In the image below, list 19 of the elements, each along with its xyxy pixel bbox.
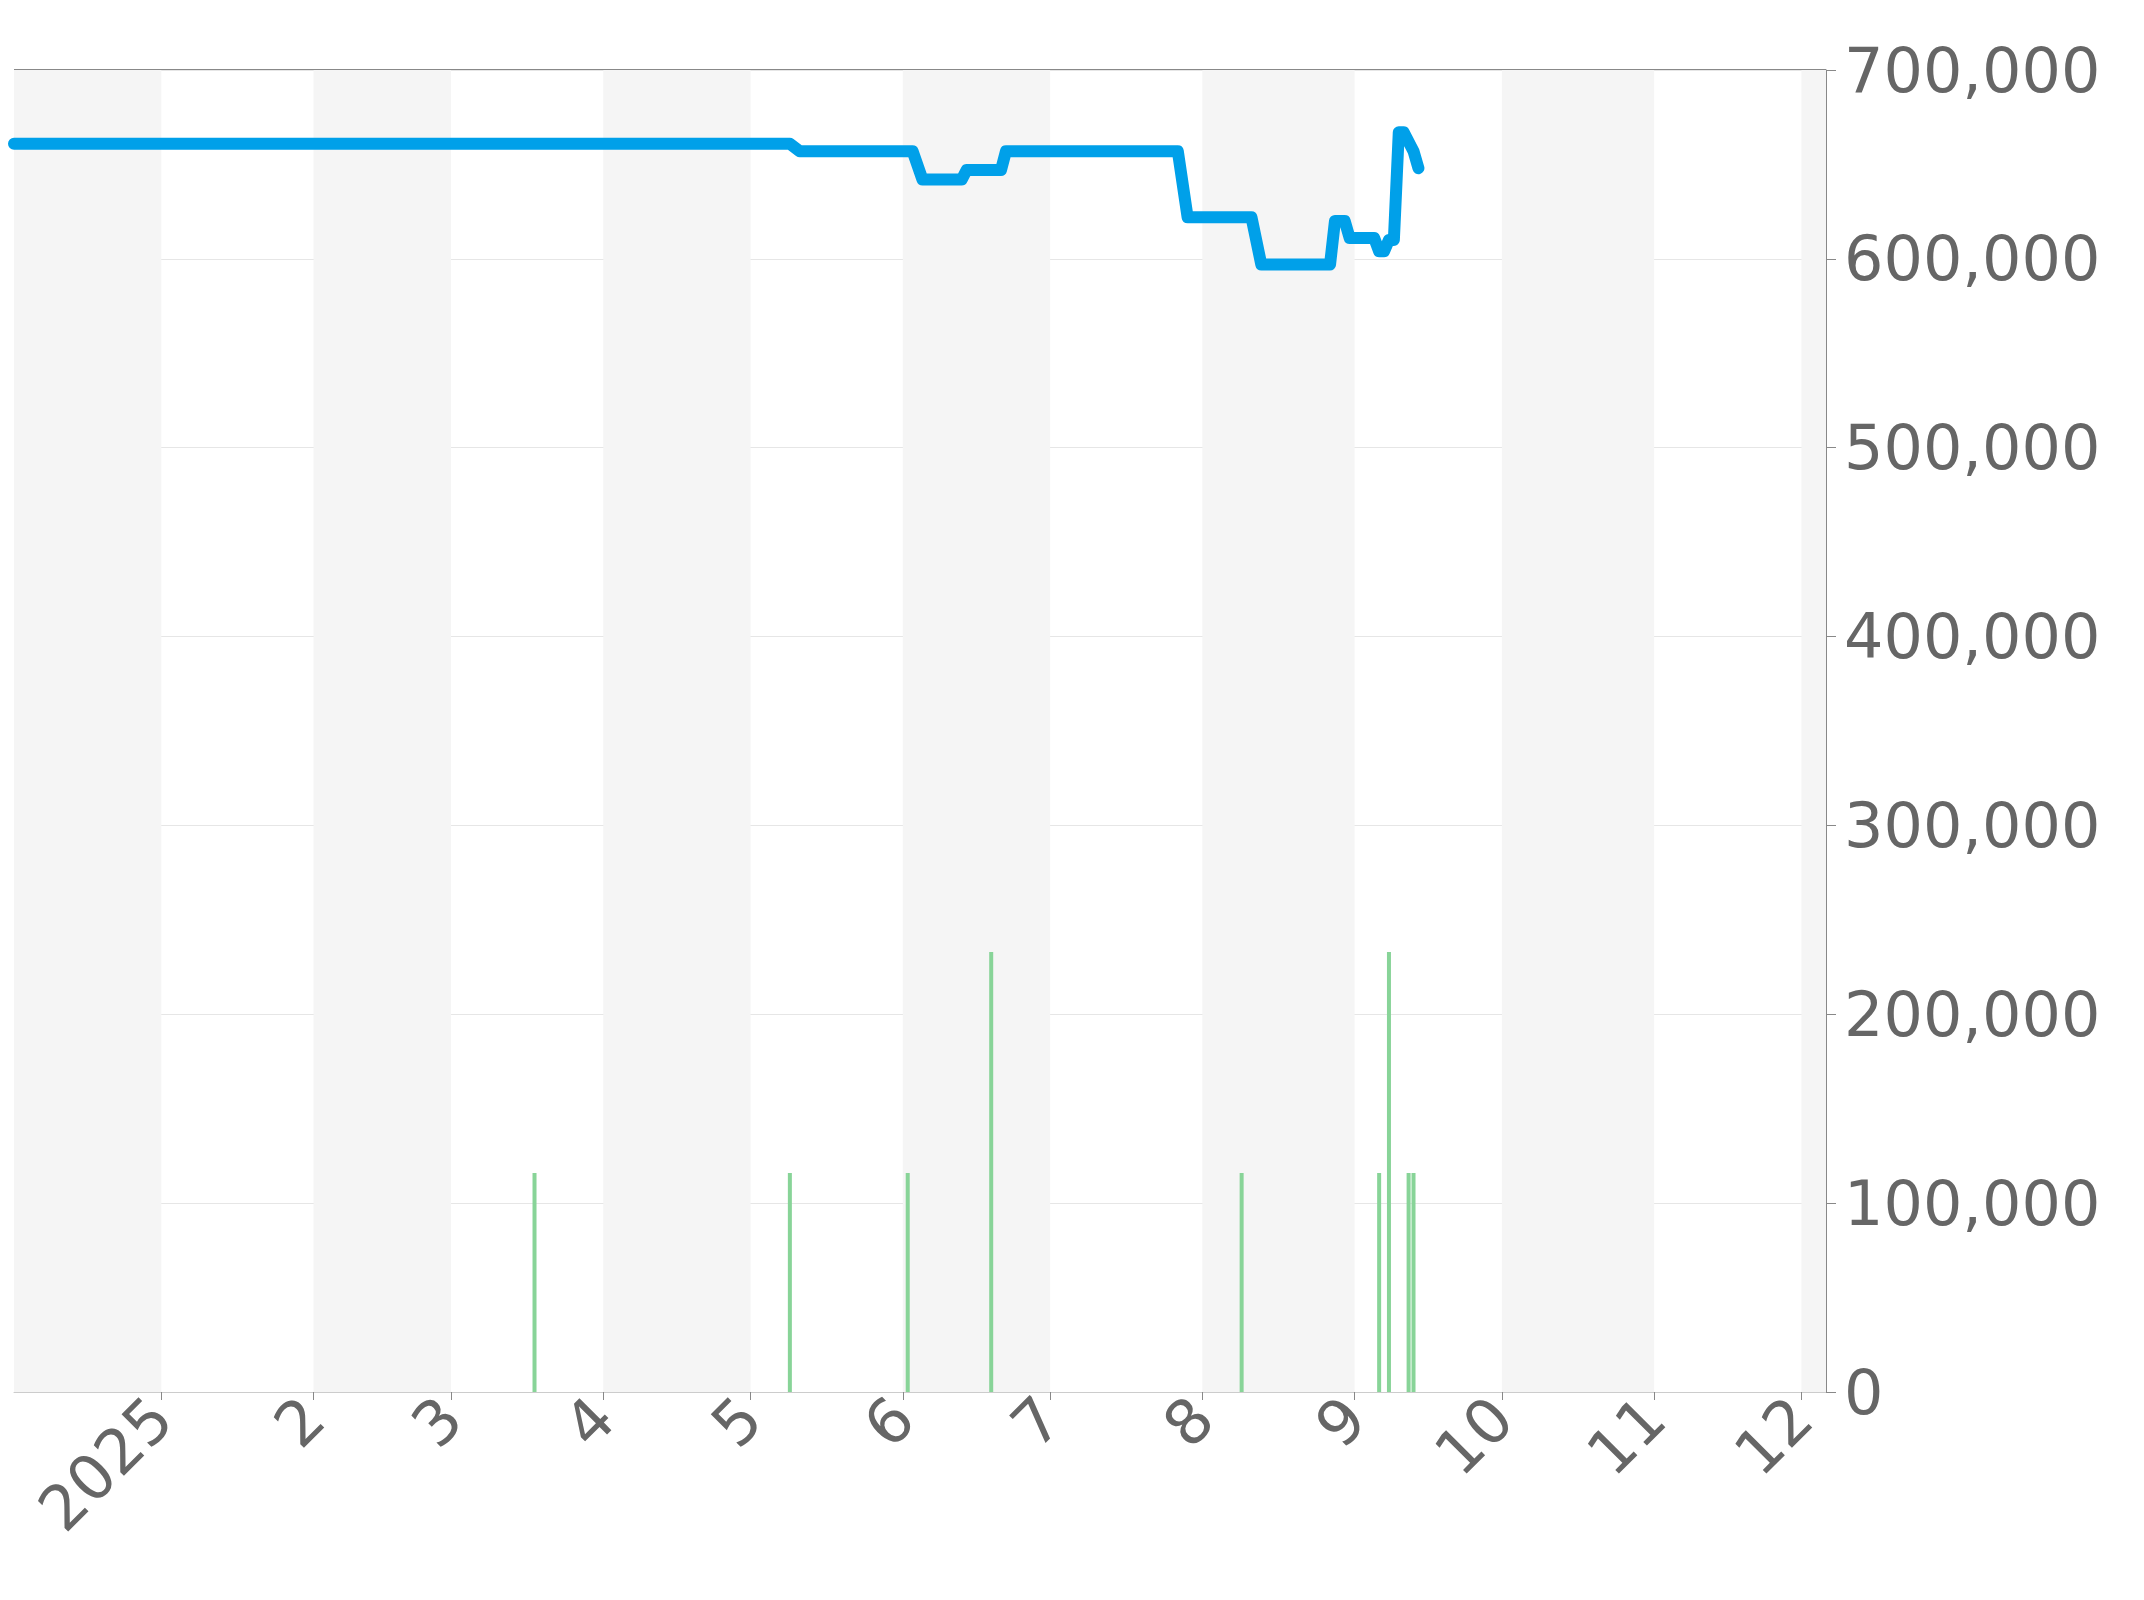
y-tick-label: 200,000 xyxy=(1844,977,2101,1051)
y-tick-label: 400,000 xyxy=(1844,600,2101,674)
x-tick-label: 5 xyxy=(696,1382,777,1462)
y-tick-label: 300,000 xyxy=(1844,788,2101,862)
x-tick-label: 3 xyxy=(397,1382,477,1462)
x-tick-label: 10 xyxy=(1420,1382,1528,1490)
y-tick-label: 0 xyxy=(1844,1355,1884,1429)
x-tick-label: 9 xyxy=(1300,1382,1381,1462)
x-tick-label: 12 xyxy=(1719,1382,1828,1490)
x-tick-label: 6 xyxy=(849,1382,929,1462)
y-tick-label: 500,000 xyxy=(1844,411,2101,485)
x-tick-label: 11 xyxy=(1572,1382,1680,1490)
x-tick-label: 7 xyxy=(996,1382,1076,1462)
x-tick-label: 8 xyxy=(1148,1382,1229,1462)
x-tick-label: 2 xyxy=(259,1382,340,1462)
x-tick-label: 4 xyxy=(549,1382,630,1462)
y-tick-label: 100,000 xyxy=(1844,1166,2101,1240)
y-tick-label: 700,000 xyxy=(1844,33,2101,107)
y-tick-label: 600,000 xyxy=(1844,222,2101,296)
